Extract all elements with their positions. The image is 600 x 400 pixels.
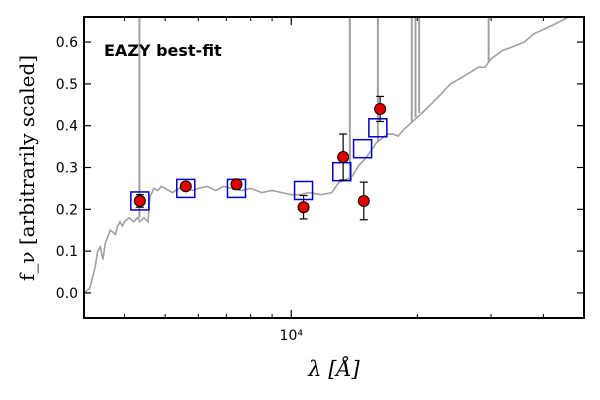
template-photometry-series [130,118,388,211]
observed-point-5 [357,194,370,207]
plot-area [84,17,584,294]
annotation-label: EAZY best-fit [104,41,222,60]
observed-point-3 [297,201,310,214]
observed-point-2 [230,178,243,191]
spectrum-line [84,17,584,294]
observed-point-1 [179,180,192,193]
template-square-0 [130,191,150,211]
observed-photometry-series [133,102,387,214]
observed-point-4 [337,151,350,164]
y-tick-label-5: 0.5 [56,77,78,93]
y-tick-label-0: 0.0 [56,286,78,302]
y-tick-labels: 0.0 0.1 0.2 0.3 0.4 0.5 0.6 [56,35,78,302]
y-tick-label-3: 0.3 [56,161,78,177]
y-axis-title: f_ν [arbitrarily scaled] [15,55,39,281]
x-axis-title-text: λ [Å] [307,356,360,381]
x-axis-title: λ [Å] [307,356,360,381]
y-tick-label-2: 0.2 [56,202,78,218]
template-square-5 [352,138,373,159]
x-tick-label-0: 10⁴ [280,328,304,344]
x-tick-labels: 10⁴ [280,328,304,344]
plot-frame [83,16,585,319]
observed-point-6 [374,102,387,115]
axis-ticks [84,17,584,318]
template-spectrum [84,17,584,294]
observed-point-0 [133,194,146,207]
y-tick-label-1: 0.1 [56,244,78,260]
template-square-1 [176,178,196,199]
template-square-6 [368,118,388,138]
y-tick-label-4: 0.4 [56,119,78,135]
y-axis-title-text: f_ν [arbitrarily scaled] [15,55,39,281]
y-tick-label-6: 0.6 [56,35,78,51]
